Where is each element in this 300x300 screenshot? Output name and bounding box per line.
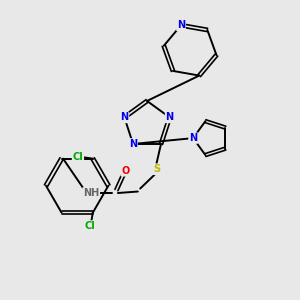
Text: N: N [189, 133, 197, 143]
Text: N: N [177, 20, 185, 30]
Text: S: S [153, 164, 160, 174]
Text: N: N [120, 112, 128, 122]
Text: Cl: Cl [73, 152, 83, 162]
Text: NH: NH [83, 188, 99, 198]
Text: N: N [129, 139, 137, 149]
Text: O: O [121, 166, 130, 176]
Text: N: N [166, 112, 174, 122]
Text: Cl: Cl [84, 221, 95, 231]
